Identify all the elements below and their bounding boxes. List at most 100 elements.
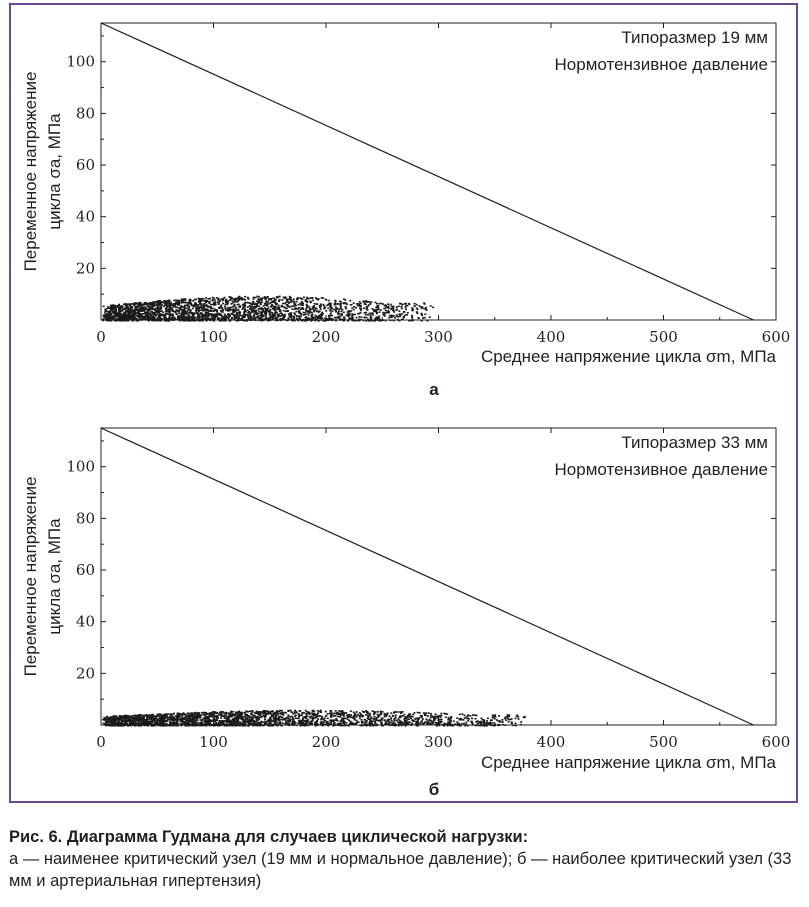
data-point bbox=[301, 722, 304, 725]
data-point bbox=[196, 311, 199, 314]
data-point bbox=[273, 718, 276, 721]
data-point bbox=[231, 297, 233, 300]
data-point bbox=[342, 318, 345, 321]
data-point bbox=[237, 309, 240, 311]
data-point bbox=[107, 720, 110, 723]
data-point bbox=[127, 315, 130, 318]
data-point bbox=[368, 721, 371, 724]
data-point bbox=[158, 302, 161, 304]
data-point bbox=[440, 718, 443, 721]
data-point bbox=[389, 721, 392, 724]
data-point bbox=[173, 316, 176, 319]
data-point bbox=[370, 723, 373, 726]
data-point bbox=[448, 722, 451, 724]
data-point bbox=[299, 302, 302, 305]
data-point bbox=[224, 717, 227, 720]
data-point bbox=[208, 723, 211, 725]
data-point bbox=[313, 710, 316, 713]
data-point bbox=[159, 310, 162, 312]
data-point bbox=[295, 315, 298, 317]
data-point bbox=[168, 302, 171, 304]
data-point bbox=[245, 710, 248, 713]
data-point bbox=[102, 722, 105, 725]
data-point bbox=[118, 724, 121, 726]
data-point bbox=[278, 307, 281, 310]
data-point bbox=[191, 313, 194, 315]
data-point bbox=[173, 318, 176, 321]
data-point bbox=[293, 308, 296, 311]
data-point bbox=[124, 304, 127, 306]
data-point bbox=[299, 318, 302, 320]
data-point bbox=[421, 314, 424, 317]
data-point bbox=[393, 311, 396, 313]
data-point bbox=[227, 715, 230, 718]
data-point bbox=[102, 318, 105, 320]
data-point bbox=[213, 716, 216, 718]
data-point bbox=[138, 714, 141, 716]
data-point bbox=[173, 299, 176, 302]
data-point bbox=[302, 302, 304, 305]
data-point bbox=[114, 308, 117, 310]
data-point bbox=[444, 713, 447, 715]
data-point bbox=[166, 319, 169, 322]
data-point bbox=[311, 717, 314, 720]
data-point bbox=[193, 718, 195, 720]
data-point bbox=[233, 305, 236, 307]
data-point bbox=[373, 717, 376, 720]
data-point bbox=[357, 713, 359, 716]
data-point bbox=[130, 723, 133, 725]
data-point bbox=[275, 311, 278, 314]
data-point bbox=[114, 304, 117, 307]
data-point bbox=[225, 303, 228, 305]
data-point bbox=[128, 717, 131, 719]
data-point bbox=[130, 315, 132, 317]
data-point bbox=[375, 724, 378, 727]
data-point bbox=[185, 724, 187, 727]
data-point bbox=[199, 312, 202, 314]
data-point bbox=[243, 724, 246, 727]
data-point bbox=[152, 305, 155, 307]
data-point bbox=[416, 711, 419, 714]
data-point bbox=[153, 715, 156, 718]
data-point bbox=[437, 718, 440, 721]
data-point bbox=[351, 313, 354, 315]
data-point bbox=[190, 718, 193, 721]
data-point bbox=[119, 306, 122, 309]
data-point bbox=[131, 313, 134, 315]
data-point bbox=[160, 314, 163, 317]
data-point bbox=[185, 714, 188, 717]
data-point bbox=[239, 722, 242, 724]
data-point bbox=[269, 308, 272, 311]
data-point bbox=[234, 713, 237, 715]
data-point bbox=[230, 309, 233, 311]
data-point bbox=[235, 298, 238, 301]
data-point bbox=[262, 713, 265, 715]
data-point bbox=[346, 724, 348, 726]
data-point bbox=[402, 316, 405, 318]
data-point bbox=[169, 314, 172, 317]
data-point bbox=[254, 318, 257, 320]
data-point bbox=[218, 319, 221, 322]
data-point bbox=[120, 310, 123, 312]
data-point bbox=[306, 301, 309, 303]
data-point bbox=[376, 318, 379, 320]
data-point bbox=[450, 716, 453, 718]
data-point bbox=[402, 724, 405, 726]
data-point bbox=[471, 717, 473, 720]
data-point bbox=[298, 311, 301, 314]
data-point bbox=[232, 310, 235, 312]
data-point bbox=[269, 721, 272, 724]
data-point bbox=[269, 315, 272, 317]
data-point bbox=[270, 713, 273, 715]
data-point bbox=[207, 311, 210, 314]
data-point bbox=[138, 315, 141, 318]
data-point bbox=[290, 715, 293, 718]
data-point bbox=[131, 316, 134, 319]
data-point bbox=[283, 316, 286, 318]
data-point bbox=[294, 304, 297, 307]
data-point bbox=[266, 318, 269, 320]
data-point bbox=[148, 723, 151, 726]
data-point bbox=[152, 302, 155, 305]
data-point bbox=[374, 712, 376, 714]
data-point bbox=[188, 722, 191, 725]
